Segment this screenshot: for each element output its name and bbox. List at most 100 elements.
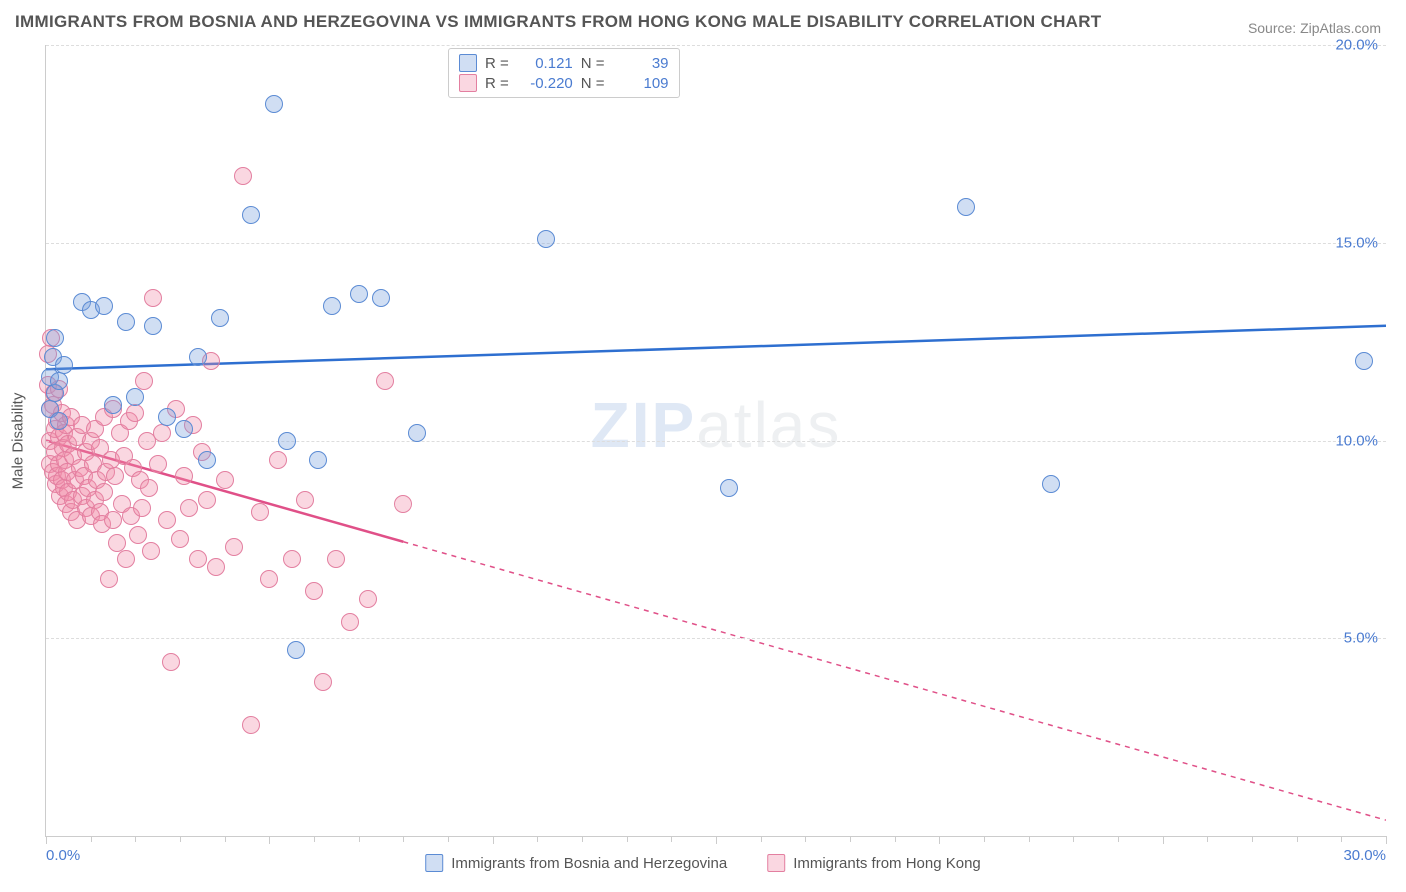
swatch-blue [459,54,477,72]
data-point [225,538,243,556]
x-tick [1073,836,1074,842]
data-point [106,467,124,485]
r-value-2: -0.220 [517,75,573,92]
data-point [126,404,144,422]
data-point [158,511,176,529]
data-point [211,309,229,327]
data-point [140,479,158,497]
data-point [189,550,207,568]
gridline [46,45,1386,46]
data-point [142,542,160,560]
x-tick [761,836,762,842]
data-point [180,499,198,517]
data-point [305,582,323,600]
y-tick-label: 20.0% [1335,37,1378,54]
x-tick [939,836,940,844]
data-point [162,653,180,671]
x-tick [359,836,360,842]
y-tick-label: 15.0% [1335,234,1378,251]
data-point [359,590,377,608]
x-tick [1163,836,1164,844]
data-point [104,396,122,414]
x-tick [135,836,136,842]
n-value-1: 39 [613,55,669,72]
x-tick [46,836,47,844]
data-point [314,673,332,691]
data-point [372,289,390,307]
data-point [46,329,64,347]
data-point [50,412,68,430]
y-tick-label: 10.0% [1335,432,1378,449]
x-tick [537,836,538,842]
data-point [287,641,305,659]
data-point [50,372,68,390]
data-point [376,372,394,390]
data-point [198,451,216,469]
x-tick [314,836,315,842]
x-tick [225,836,226,842]
chart-title: IMMIGRANTS FROM BOSNIA AND HERZEGOVINA V… [15,12,1101,32]
x-tick [493,836,494,844]
stats-legend: R = 0.121 N = 39 R = -0.220 N = 109 [448,48,680,98]
data-point [537,230,555,248]
x-tick [1029,836,1030,842]
watermark-atlas: atlas [696,389,841,461]
x-tick [1207,836,1208,842]
x-tick [716,836,717,844]
x-tick [895,836,896,842]
plot-area: ZIPatlas Male Disability R = 0.121 N = 3… [45,45,1386,837]
x-label-start: 0.0% [46,847,80,864]
data-point [269,451,287,469]
stats-row-2: R = -0.220 N = 109 [459,73,669,93]
data-point [394,495,412,513]
legend-label-1: Immigrants from Bosnia and Herzegovina [451,855,727,872]
data-point [175,467,193,485]
data-point [350,285,368,303]
data-point [117,313,135,331]
gridline [46,441,1386,442]
data-point [133,499,151,517]
data-point [957,198,975,216]
data-point [95,297,113,315]
legend-swatch-blue [425,854,443,872]
data-point [327,550,345,568]
y-tick-label: 5.0% [1344,630,1378,647]
x-tick [448,836,449,842]
x-tick [180,836,181,842]
data-point [265,95,283,113]
x-tick [671,836,672,842]
x-tick [627,836,628,842]
data-point [251,503,269,521]
legend-label-2: Immigrants from Hong Kong [793,855,981,872]
x-tick [91,836,92,842]
data-point [100,570,118,588]
x-tick [1341,836,1342,842]
data-point [278,432,296,450]
chart-container: IMMIGRANTS FROM BOSNIA AND HERZEGOVINA V… [0,0,1406,892]
data-point [55,356,73,374]
data-point [189,348,207,366]
data-point [117,550,135,568]
n-label-2: N = [581,75,605,92]
data-point [126,388,144,406]
data-point [149,455,167,473]
data-point [720,479,738,497]
x-tick [984,836,985,842]
data-point [207,558,225,576]
x-tick [805,836,806,842]
data-point [153,424,171,442]
r-label-1: R = [485,55,509,72]
x-tick [850,836,851,842]
data-point [260,570,278,588]
data-point [175,420,193,438]
x-tick [403,836,404,842]
source-label: Source: ZipAtlas.com [1248,20,1381,36]
data-point [283,550,301,568]
legend-item-1: Immigrants from Bosnia and Herzegovina [425,854,727,872]
x-tick [582,836,583,842]
watermark: ZIPatlas [591,388,842,462]
data-point [104,511,122,529]
legend-item-2: Immigrants from Hong Kong [767,854,981,872]
swatch-pink [459,74,477,92]
data-point [171,530,189,548]
